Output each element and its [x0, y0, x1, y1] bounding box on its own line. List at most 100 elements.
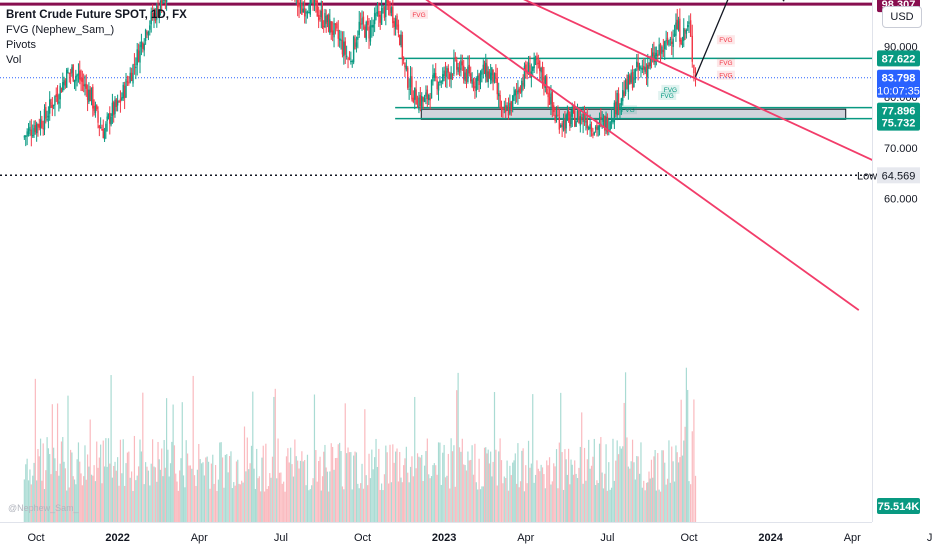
- volume-bar: [482, 486, 484, 522]
- symbol-title[interactable]: Brent Crude Future SPOT, 1D, FX: [6, 9, 187, 21]
- volume-bar: [113, 465, 115, 522]
- candle-body: [301, 3, 303, 15]
- candle-body: [107, 114, 110, 118]
- volume-bar: [168, 476, 170, 522]
- volume-bar: [39, 438, 42, 522]
- candle-body: [428, 94, 430, 101]
- candle-body: [123, 85, 126, 99]
- candle-body: [140, 41, 143, 48]
- volume-bar: [636, 456, 638, 522]
- indicator-fvg[interactable]: FVG (Nephew_Sam_): [6, 24, 115, 36]
- volume-bar: [664, 462, 666, 522]
- candle-body: [362, 16, 365, 25]
- candle-body: [361, 18, 363, 25]
- volume-bar: [131, 471, 133, 522]
- candle-body: [533, 57, 535, 69]
- volume-bar: [312, 478, 314, 522]
- volume-bar: [604, 473, 606, 522]
- volume-bar: [325, 467, 327, 522]
- candle-body: [585, 121, 587, 123]
- candle-body: [649, 57, 651, 67]
- candle-body: [72, 64, 74, 82]
- candle-body: [118, 101, 120, 103]
- volume-bar: [273, 396, 275, 522]
- candle-body: [146, 31, 148, 35]
- volume-bar: [106, 466, 108, 522]
- currency-button[interactable]: USD: [882, 6, 922, 28]
- candle-body: [400, 34, 402, 45]
- volume-bar: [63, 461, 65, 522]
- fvg-tag-label: FVG: [664, 87, 677, 94]
- candle-body: [49, 99, 51, 114]
- volume-bar: [461, 438, 463, 522]
- volume-bar: [329, 471, 331, 522]
- candle-body: [517, 90, 519, 95]
- volume-bar: [450, 438, 452, 522]
- volume-bar: [260, 491, 262, 522]
- candle-body: [102, 129, 104, 139]
- candle-body: [113, 102, 115, 115]
- volume-bar: [60, 441, 63, 522]
- volume-bar: [598, 443, 601, 522]
- volume-bar: [54, 458, 56, 522]
- volume-bar: [483, 447, 486, 522]
- indicator-pivots[interactable]: Pivots: [6, 39, 36, 51]
- volume-bar: [665, 484, 667, 522]
- volume-bar: [521, 450, 523, 522]
- candle-body: [97, 110, 99, 123]
- volume-bar: [463, 464, 465, 522]
- volume-bar: [72, 476, 74, 522]
- volume-bar: [411, 456, 413, 522]
- volume-bar: [313, 394, 316, 522]
- y-tick-label: 90.000: [884, 41, 918, 53]
- volume-bar: [572, 474, 575, 522]
- volume-bar: [518, 487, 520, 522]
- volume-bar: [41, 480, 43, 522]
- candle-body: [554, 114, 556, 122]
- volume-bar: [85, 479, 87, 522]
- volume-bar: [440, 484, 442, 522]
- volume-bar: [454, 486, 456, 522]
- volume-bar: [474, 443, 476, 522]
- volume-bar: [336, 457, 338, 522]
- candle-body: [688, 21, 690, 25]
- candle-body: [437, 84, 440, 91]
- fvg-tag-label: FVG: [621, 107, 634, 114]
- candle-body: [303, 8, 306, 17]
- volume-bar: [50, 474, 52, 522]
- volume-bar: [97, 467, 99, 522]
- candle-body: [119, 98, 122, 103]
- volume-bar: [46, 437, 48, 522]
- candle-body: [686, 24, 689, 28]
- candle-body: [495, 73, 497, 80]
- candle-body: [558, 116, 561, 130]
- volume-bar: [630, 461, 632, 522]
- candle-body: [364, 26, 366, 38]
- candle-body: [522, 83, 524, 85]
- candle-body: [482, 64, 485, 70]
- plot-area[interactable]: FVGFVGFVGFVGFVGFVGFVGFVG@Nephew_Sam_: [0, 0, 932, 522]
- volume-bar: [89, 419, 91, 522]
- indicator-vol[interactable]: Vol: [6, 54, 22, 66]
- volume-bar: [354, 451, 356, 522]
- candle-body: [609, 121, 611, 130]
- candle-body: [414, 87, 416, 100]
- volume-bar: [418, 456, 420, 522]
- resistance-value: 98.307: [882, 0, 916, 11]
- candle-body: [617, 93, 620, 110]
- volume-bar: [583, 447, 586, 522]
- candle-body: [133, 63, 136, 66]
- candle-body: [419, 94, 422, 107]
- candle-body: [574, 110, 576, 127]
- candle-body: [651, 52, 654, 57]
- volume-bar: [261, 457, 263, 522]
- volume-bar: [156, 481, 158, 522]
- candle-body: [405, 65, 408, 70]
- volume-bar: [182, 475, 185, 522]
- candle-body: [489, 72, 492, 81]
- candle-body: [402, 57, 405, 61]
- volume-bar: [475, 482, 477, 522]
- candle-body: [371, 25, 373, 28]
